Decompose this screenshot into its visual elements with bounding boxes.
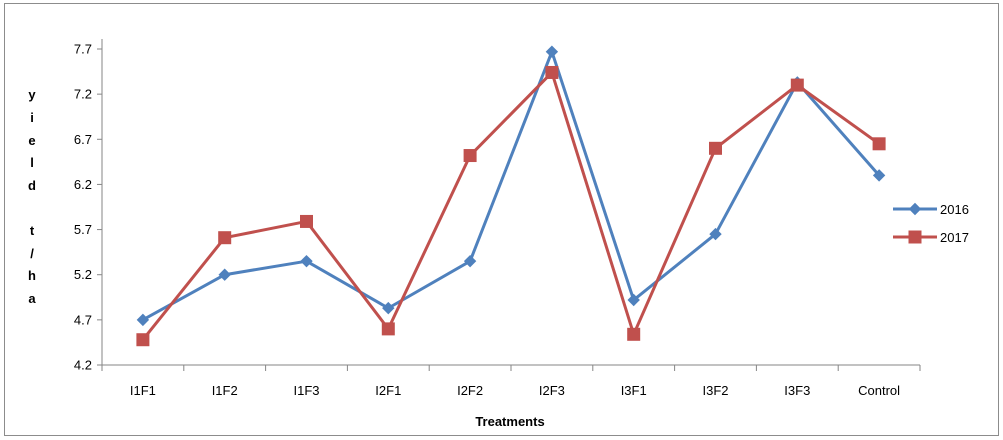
legend-label: 2017 (940, 230, 969, 245)
data-point-2016 (300, 254, 313, 268)
data-point-2017 (136, 333, 150, 347)
x-tick-label: I3F2 (702, 383, 728, 398)
legend-label: 2016 (940, 202, 969, 217)
legend-entry-2017: 2017 (893, 230, 969, 245)
x-tick-label: I2F3 (539, 383, 565, 398)
series-line-2016 (142, 50, 881, 322)
data-point-2017 (381, 322, 395, 336)
x-tick-label: I3F3 (784, 383, 810, 398)
y-axis-title-char: / (30, 246, 34, 261)
legend: 2016 2017 (893, 202, 969, 245)
y-axis-title-char: i (30, 110, 34, 125)
data-point-2017 (872, 137, 886, 151)
data-point-2016 (382, 301, 395, 315)
data-point-2016 (545, 45, 559, 58)
y-tick-label: 4.7 (74, 312, 92, 327)
x-tick-label: I2F2 (457, 383, 483, 398)
x-axis: I1F1 I1F2 I1F3 I2F1 I2F2 I2F3 I3F1 I3F2 I3F3 Cont… (101, 364, 921, 398)
chart-frame (4, 3, 999, 436)
data-point-2017 (790, 78, 804, 92)
legend-marker (908, 202, 922, 216)
data-point-2017 (218, 231, 232, 245)
data-point-2017 (300, 214, 313, 228)
y-axis-title-char: a (28, 291, 36, 306)
x-tick-label: I3F1 (621, 383, 647, 398)
data-point-2016 (463, 254, 477, 268)
series-layer (136, 45, 886, 347)
y-axis-title-char: h (28, 268, 36, 283)
data-point-2016 (627, 293, 640, 307)
data-point-2016 (218, 268, 231, 281)
series-2016 (136, 45, 886, 327)
legend-entry-2016: 2016 (893, 202, 969, 217)
data-point-2017 (545, 65, 559, 79)
x-tick-label: I1F2 (212, 383, 238, 398)
y-axis-title-char: t (30, 223, 35, 238)
y-tick-label: 5.2 (74, 267, 92, 282)
y-tick-label: 4.2 (74, 358, 92, 373)
y-axis: 4.2 4.7 5.2 5.7 6.2 6.7 7.2 7.7 (74, 39, 103, 373)
y-axis-title-char: e (28, 133, 35, 148)
series-2017 (136, 65, 886, 347)
x-axis-title: Treatments (475, 414, 544, 429)
y-tick-label: 6.2 (74, 177, 92, 192)
data-point-2017 (463, 149, 477, 163)
x-tick-label: I1F1 (130, 383, 156, 398)
data-point-2017 (709, 141, 722, 155)
data-point-2016 (136, 313, 150, 327)
data-point-2016 (872, 169, 886, 182)
data-point-2016 (709, 227, 722, 241)
y-axis-title-char: d (28, 178, 36, 193)
y-tick-label: 7.2 (74, 87, 92, 102)
x-tick-label: I2F1 (375, 383, 401, 398)
y-tick-label: 6.7 (74, 132, 92, 147)
x-tick-label: I1F3 (293, 383, 319, 398)
series-line-2017 (141, 70, 880, 341)
y-tick-label: 7.7 (74, 42, 92, 57)
y-axis-title-char: l (30, 155, 34, 170)
y-axis-title-char: y (28, 87, 36, 102)
legend-marker (908, 230, 922, 244)
data-point-2017 (627, 327, 641, 341)
x-tick-label: Control (858, 383, 900, 398)
y-tick-label: 5.7 (74, 222, 92, 237)
